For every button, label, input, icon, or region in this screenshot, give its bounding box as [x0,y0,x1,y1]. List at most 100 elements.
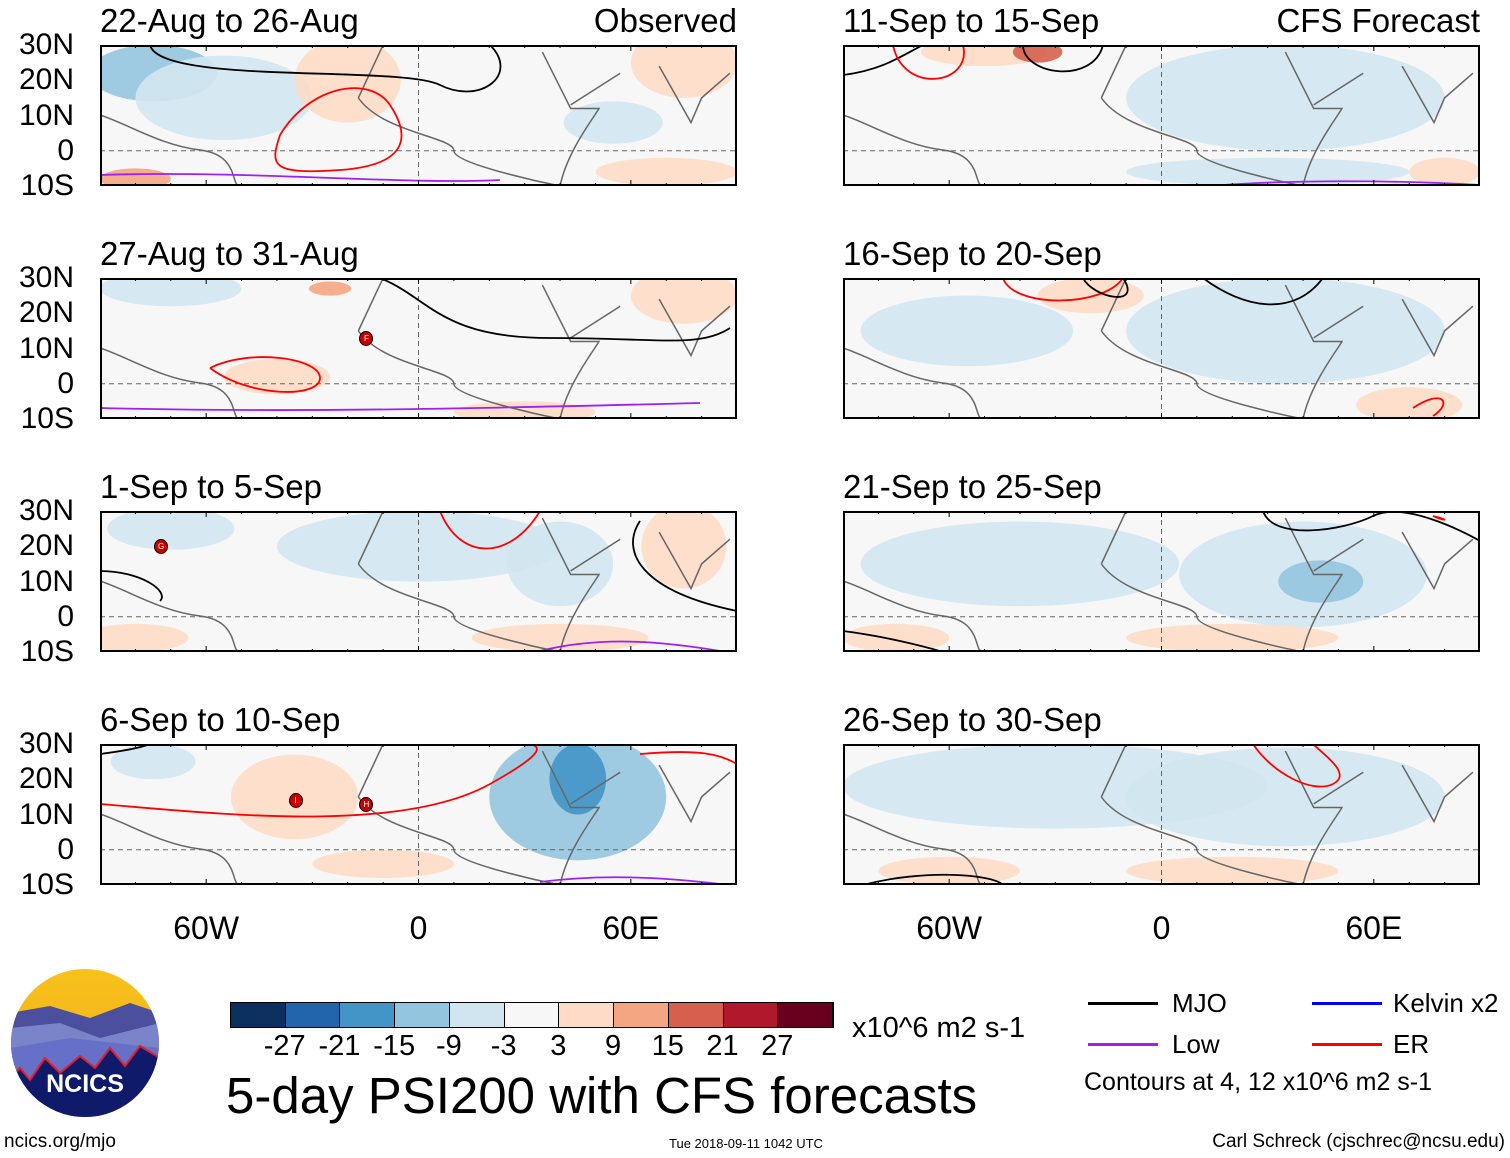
shading-anomaly [1126,623,1339,652]
contour-line [892,45,965,80]
colorbar-label: 15 [651,1030,684,1062]
shading-anomaly [100,168,171,186]
panel-frame [100,45,737,186]
shading-anomaly [276,511,561,582]
colorbar-label: 9 [605,1030,622,1062]
storm-marker: G [154,539,169,555]
storm-marker: I [288,793,303,809]
lat-label: 10N [18,797,74,831]
storm-marker: F [359,330,374,346]
contour-line [539,640,721,652]
colorbar-label: -3 [490,1030,517,1062]
shading-anomaly [630,45,737,98]
contour-line [149,45,502,93]
map-panel [100,278,737,419]
colorbar-label: -27 [263,1030,306,1062]
lat-label: 30N [18,261,74,294]
footer-credit: Carl Schreck (cjschrec@ncsu.edu) [1212,1131,1505,1152]
panel-frame [100,278,737,419]
footer-url[interactable]: ncics.org/mjo [4,1131,116,1152]
contour-line [274,87,403,173]
svg-text:NCICS: NCICS [46,1070,124,1098]
colorbar-swatch [778,1003,834,1027]
colorbar-swatch [614,1003,669,1027]
legend-er-line [1312,1043,1382,1046]
shading-anomaly [1037,278,1144,314]
colorbar-swatch [395,1003,450,1027]
contour-line [539,876,721,885]
panel-frame [843,511,1480,652]
colorbar-swatch [504,1003,560,1027]
panel-frame [843,278,1480,419]
contour-line [1432,515,1446,521]
lat-label: 20N [18,63,74,97]
shading-anomaly [860,295,1074,367]
legend-kelvin-line [1312,1002,1382,1005]
panel-title: 1-Sep to 5-Sep [100,468,322,505]
colorbar-swatch [668,1003,724,1027]
panel-title: 6-Sep to 10-Sep [100,701,341,738]
lon-label: 60W [916,910,983,946]
contour-line [862,873,1004,885]
map-panel [843,511,1480,652]
shading-anomaly [1012,45,1063,63]
contour-line [100,402,701,411]
panel-frame [100,511,737,652]
colorbar-swatch [449,1003,505,1027]
shading-anomaly [595,157,737,186]
shading-anomaly [135,55,313,141]
map-panel [100,511,737,652]
shading-anomaly [1126,157,1410,186]
colorbar-swatch [559,1003,615,1027]
contour-line [100,744,538,818]
map-panel [843,278,1480,419]
contour-line [379,278,731,342]
figure-title: 5-day PSI200 with CFS forecasts [226,1067,978,1124]
lat-label: 10S [20,635,74,668]
footer-timestamp: Tue 2018-09-11 1042 UTC [669,1136,823,1151]
colorbar-label: -21 [318,1030,361,1062]
colorbar-label: 3 [550,1030,567,1062]
lat-label: 0 [57,133,74,167]
colorbar-label: 21 [706,1030,739,1062]
panel-title: 22-Aug to 26-Aug [100,2,359,39]
legend-low: Low [1172,1029,1220,1059]
panel-title: 16-Sep to 20-Sep [843,235,1102,272]
colorbar [230,1002,834,1028]
colorbar-swatch [231,1003,286,1027]
shading-anomaly [100,623,189,652]
lat-label: 30N [18,727,74,760]
contour-line [1002,278,1124,302]
legend-er: ER [1393,1029,1430,1059]
colorbar-swatch [723,1003,779,1027]
lat-label: 0 [57,832,74,866]
lat-label: 10N [18,98,74,132]
lon-label: 0 [1152,910,1171,946]
observed-label: Observed [593,2,737,39]
shading-anomaly [1409,157,1480,186]
lat-label: 30N [18,28,74,61]
colorbar-label: 27 [761,1030,794,1062]
map-panel [843,744,1480,885]
contour-line [209,356,321,393]
contour-line [1022,45,1104,73]
contour-line [639,751,737,765]
colorbar-label: -9 [436,1030,462,1062]
legend-mjo-line [1088,1002,1158,1005]
panel-title: 21-Sep to 25-Sep [843,468,1102,505]
legend-low-line [1088,1043,1158,1046]
contour-line [1412,397,1445,417]
contour-line [1222,180,1480,186]
contour-line [439,511,541,550]
colorbar-swatch [285,1003,341,1027]
colorbar-label: -15 [373,1030,416,1062]
shading-anomaly [630,278,737,324]
shading-anomaly [100,278,242,307]
shading-anomaly [471,623,649,652]
map-panel [100,744,737,885]
lon-label: 60E [1345,910,1403,946]
contour-line [843,630,944,652]
shading-anomaly [1126,747,1445,847]
map-panel [100,45,737,186]
